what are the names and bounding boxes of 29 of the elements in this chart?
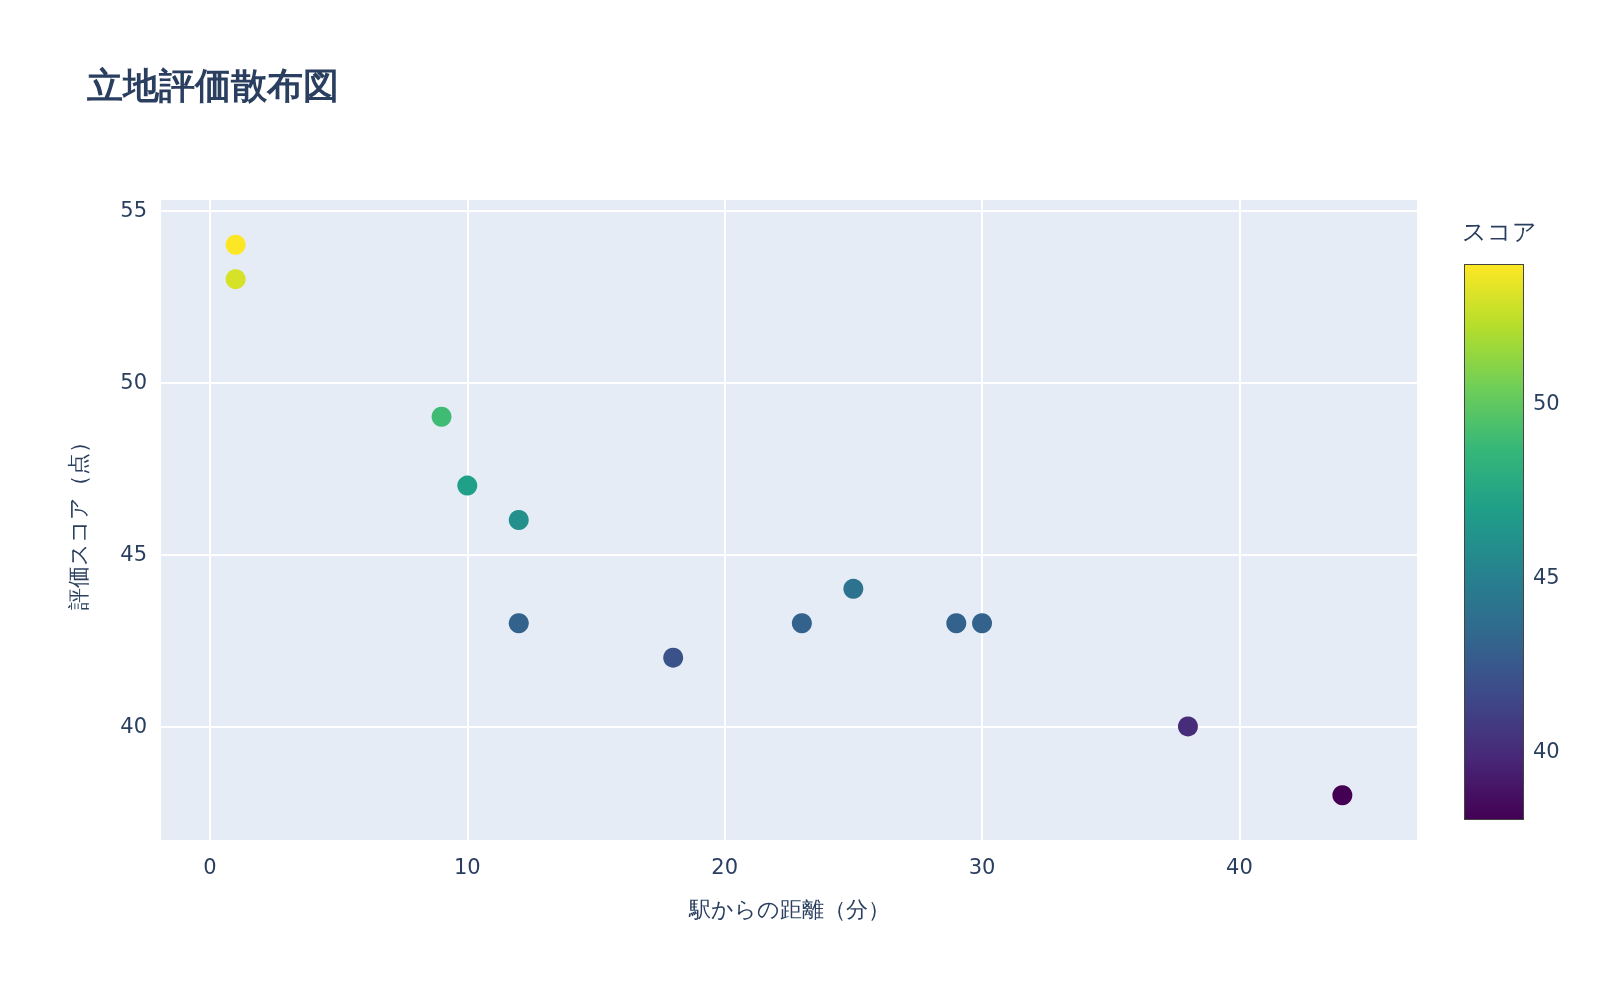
y-tick-label: 40	[120, 714, 147, 739]
x-tick-label: 10	[453, 854, 481, 879]
point	[1177, 716, 1198, 737]
x-tick-label: 40	[1226, 854, 1253, 879]
color-bar-label: 40	[1533, 738, 1560, 763]
point	[508, 510, 529, 530]
y-tick-label: 45	[120, 542, 147, 567]
x-axis-title: 駅からの距離（分）	[687, 896, 890, 922]
y-tick-label: 50	[120, 370, 147, 395]
point	[663, 647, 684, 668]
point	[843, 578, 864, 599]
y-axis-title: 評価スコア（点）	[65, 430, 91, 610]
color-bar-label: 45	[1533, 564, 1560, 589]
point	[972, 613, 993, 634]
point	[1332, 785, 1353, 806]
y-tick-label: 55	[120, 198, 147, 223]
point	[508, 613, 529, 634]
point	[431, 406, 452, 427]
color-bar-label: 50	[1533, 391, 1560, 415]
point	[946, 613, 967, 634]
point	[225, 234, 246, 255]
x-tick-label: 30	[968, 854, 996, 879]
point	[791, 613, 812, 634]
chart-title: 立地評価散布図	[87, 64, 339, 106]
color-bar-title: スコア	[1462, 218, 1537, 246]
x-tick-label: 0	[203, 854, 217, 879]
point	[225, 269, 246, 290]
point	[457, 475, 478, 496]
x-tick-label: 20	[711, 854, 739, 879]
